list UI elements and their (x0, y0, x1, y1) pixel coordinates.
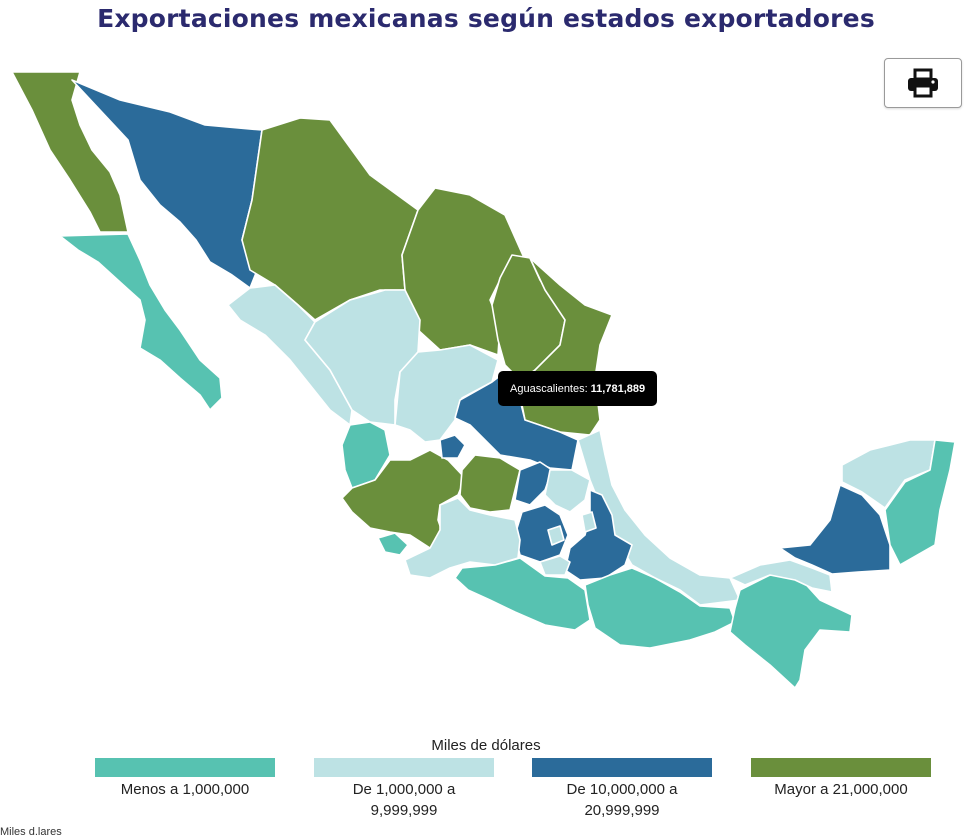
state-morelos[interactable] (539, 555, 571, 576)
tooltip-label: Aguascalientes: (510, 382, 588, 395)
mexico-map (11, 71, 956, 689)
state-jalisco[interactable] (341, 449, 466, 549)
legend-swatch-1 (95, 758, 275, 777)
legend-title: Miles de dólares (431, 737, 541, 754)
state-colima[interactable] (377, 532, 409, 556)
state-cdmx[interactable] (547, 525, 565, 546)
legend-label-4: Mayor a 21,000,000 (774, 781, 908, 798)
state-hidalgo[interactable] (544, 469, 591, 513)
legend-item-3: De 10,000,000 a 20,999,999 (532, 758, 712, 821)
legend-label-2: De 1,000,000 a 9,999,999 (352, 781, 456, 819)
print-icon (908, 68, 938, 98)
state-sonora[interactable] (71, 79, 263, 289)
state-tlaxcala[interactable] (581, 511, 597, 533)
legend-item-4: Mayor a 21,000,000 (751, 758, 931, 800)
tooltip-value: 11,781,889 (590, 382, 646, 395)
legend-label-3: De 10,000,000 a 20,999,999 (566, 781, 678, 819)
legend-label-1: Menos a 1,000,000 (120, 781, 250, 798)
state-quintana-roo[interactable] (884, 439, 956, 566)
footnote: Miles d.lares (0, 826, 62, 838)
state-baja-california[interactable] (11, 71, 129, 233)
state-zacatecas[interactable] (394, 344, 499, 443)
legend-swatch-4 (751, 758, 931, 777)
state-aguascalientes[interactable] (439, 434, 466, 459)
state-tabasco[interactable] (729, 559, 833, 593)
state-chiapas[interactable] (729, 574, 853, 689)
state-guerrero[interactable] (454, 557, 591, 631)
map-title: Exportaciones mexicanas según estados ex… (97, 4, 875, 33)
print-button[interactable] (884, 58, 962, 108)
legend-swatch-3 (532, 758, 712, 777)
state-guanajuato[interactable] (459, 454, 521, 513)
state-yucatan[interactable] (841, 439, 936, 509)
state-tooltip: Aguascalientes: 11,781,889 (498, 371, 658, 406)
legend-item-2: De 1,000,000 a 9,999,999 (314, 758, 494, 821)
state-queretaro[interactable] (514, 461, 553, 506)
state-durango[interactable] (304, 289, 421, 426)
legend-item-1: Menos a 1,000,000 (95, 758, 275, 800)
state-baja-california-sur[interactable] (59, 233, 223, 411)
legend-swatch-2 (314, 758, 494, 777)
state-michoacan[interactable] (404, 497, 521, 579)
